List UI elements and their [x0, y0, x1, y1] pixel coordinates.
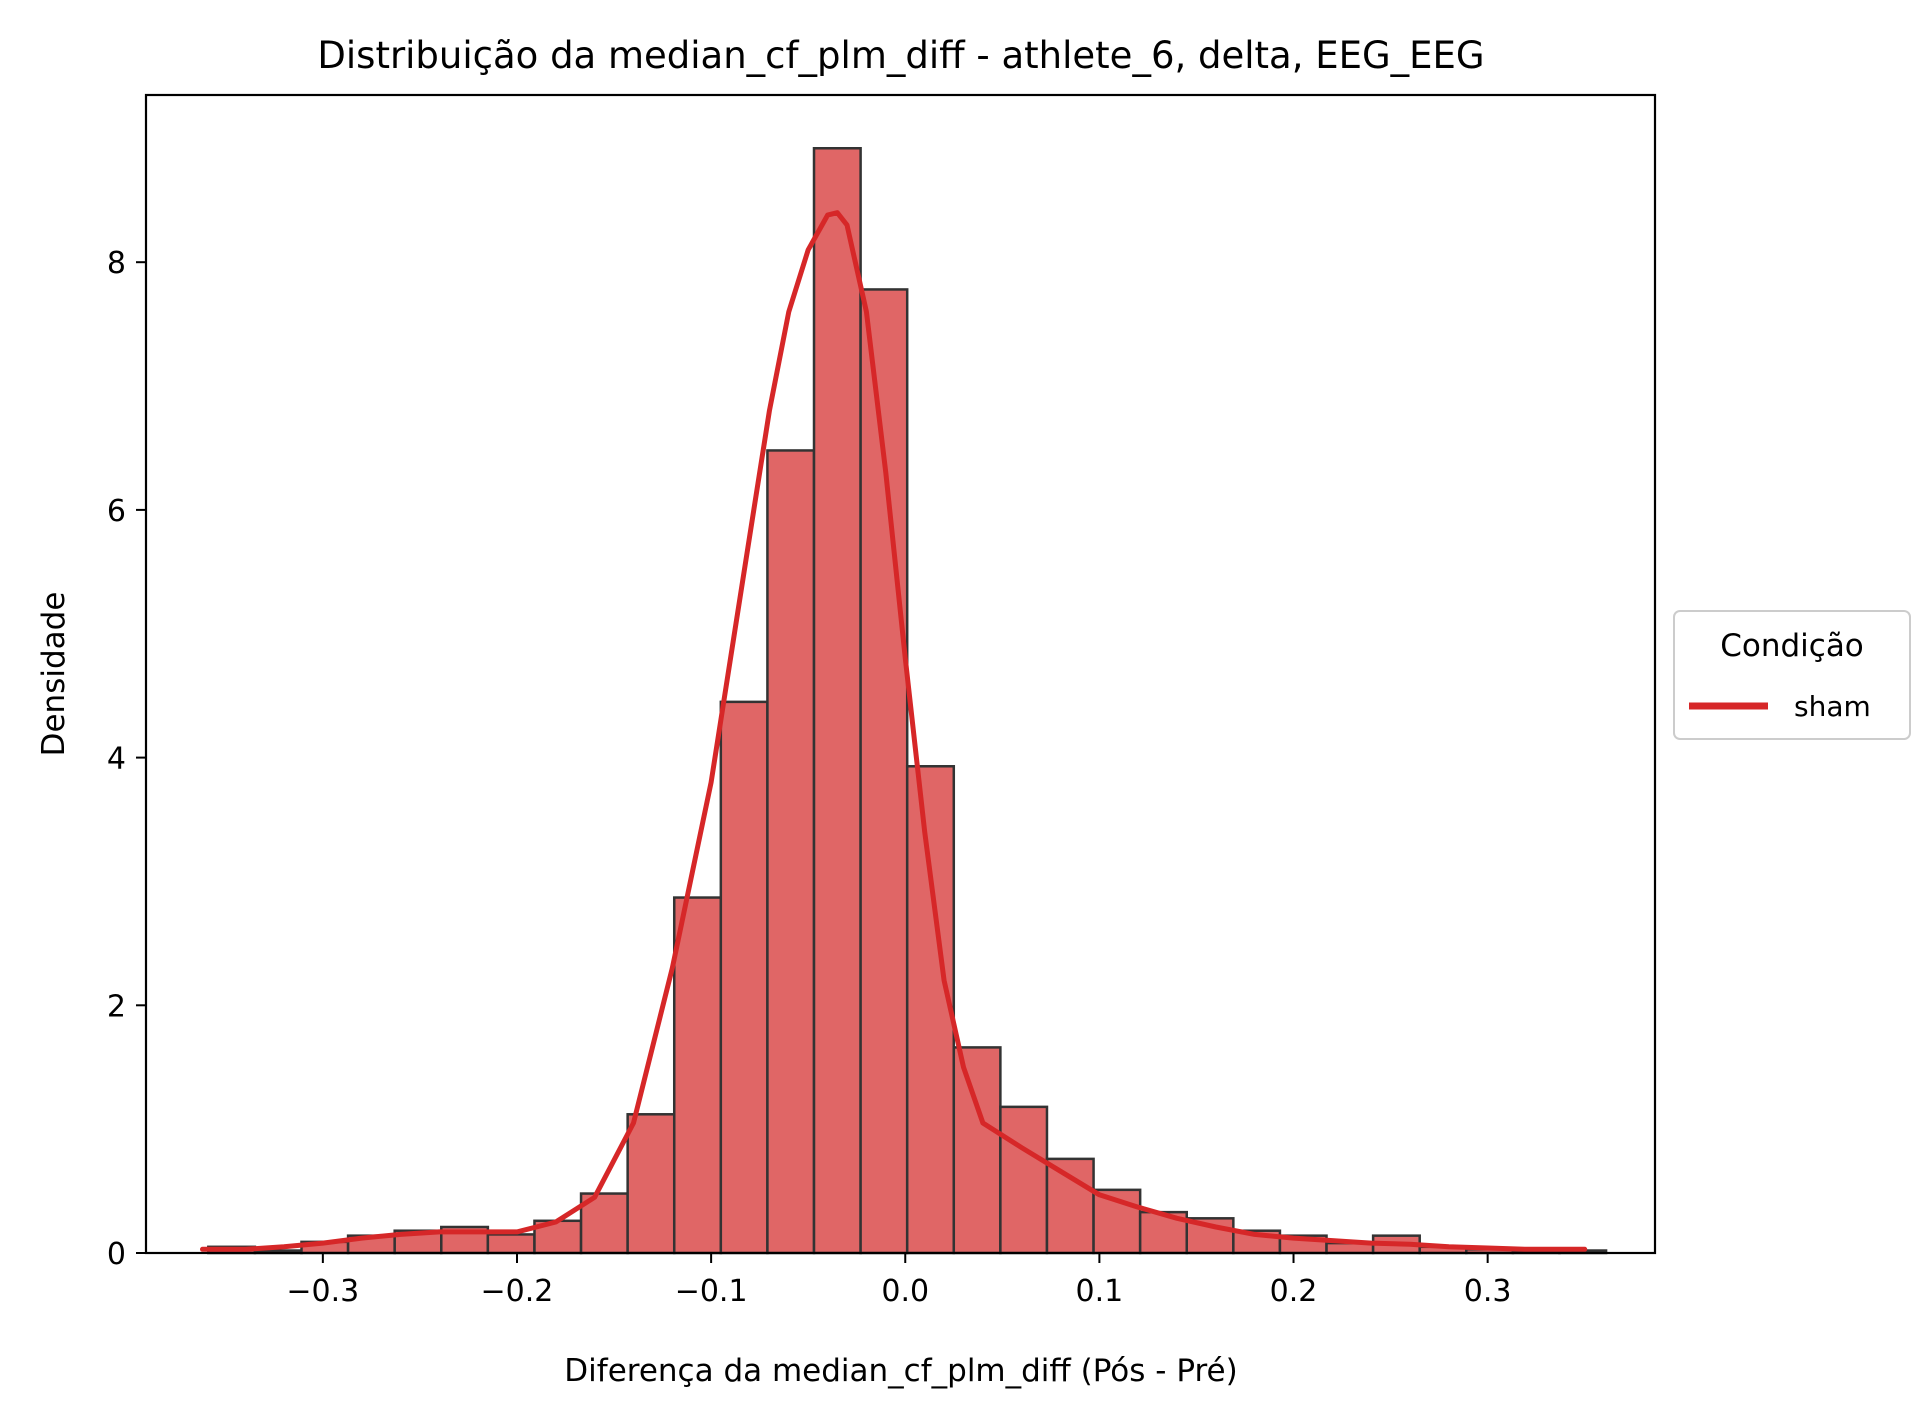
histogram-bar: [486, 1233, 536, 1255]
histogram-bar: [812, 147, 862, 1255]
histogram-bar: [626, 1113, 676, 1255]
x-tick-label: −0.2: [481, 1274, 554, 1309]
histogram-bar: [905, 765, 956, 1255]
y-tick-label: 8: [107, 246, 126, 281]
histogram-bar: [859, 288, 909, 1255]
histogram-bar: [1045, 1157, 1095, 1255]
y-axis-ticks: 0 2 4 6 8: [107, 246, 146, 1272]
kde-curve-layer: [200, 210, 1588, 1252]
legend: Condição sham: [1673, 610, 1911, 740]
x-tick-label: −0.3: [286, 1274, 359, 1309]
y-axis-label: Densidade: [36, 592, 72, 757]
x-tick-label: 0.3: [1464, 1274, 1512, 1309]
legend-title: Condição: [1720, 628, 1864, 664]
x-tick-label: 0.0: [881, 1274, 929, 1309]
x-axis-label: Diferença da median_cf_plm_diff (Pós - P…: [564, 1353, 1237, 1389]
x-axis-ticks: −0.3 −0.2 −0.1 0.0 0.1 0.2 0.3: [286, 1253, 1512, 1309]
histogram-bar: [999, 1105, 1049, 1255]
x-tick-label: 0.1: [1076, 1274, 1124, 1309]
histogram-bar: [719, 700, 769, 1255]
x-tick-label: −0.1: [675, 1274, 748, 1309]
histogram-bar: [579, 1192, 629, 1255]
chart-title: Distribuição da median_cf_plm_diff - ath…: [317, 34, 1484, 77]
histogram-bar: [766, 449, 816, 1255]
kde-line-sham: [200, 210, 1588, 1252]
plot-frame: [144, 93, 1657, 1255]
histogram-bar: [952, 1046, 1002, 1255]
x-tick-label: 0.2: [1270, 1274, 1318, 1309]
histogram-bar: [672, 896, 723, 1255]
y-tick-label: 4: [107, 742, 126, 777]
y-tick-label: 6: [107, 494, 126, 529]
legend-label-sham: sham: [1794, 690, 1871, 723]
y-tick-label: 0: [107, 1237, 126, 1272]
y-tick-label: 2: [107, 989, 126, 1024]
